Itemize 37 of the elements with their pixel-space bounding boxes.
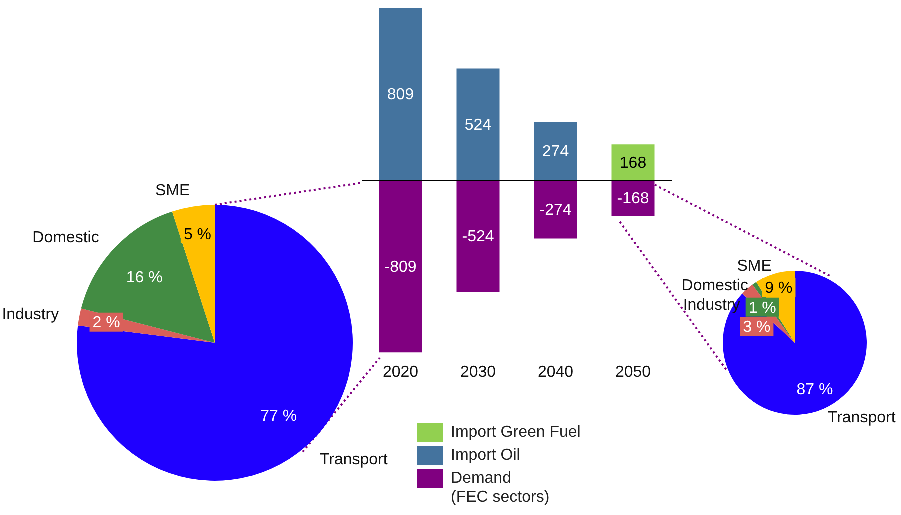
bar <box>534 122 578 180</box>
bar <box>456 180 500 292</box>
legend-label: Import Oil <box>451 446 520 465</box>
data-label: 5 % <box>184 226 212 244</box>
legend-label: Industry <box>2 306 60 324</box>
data-label: 1 % <box>748 300 776 317</box>
bar <box>379 180 422 353</box>
data-label: 77 % <box>260 408 298 425</box>
data-label: -168 <box>617 190 650 208</box>
data-label: 274 <box>542 144 570 161</box>
bar <box>612 144 655 180</box>
data-label: 524 <box>464 116 492 134</box>
x-tick-label: 2030 <box>460 364 496 381</box>
data-label: 87 % <box>796 382 834 399</box>
data-label: -809 <box>384 259 417 276</box>
bar <box>379 8 422 180</box>
data-label: 809 <box>387 86 414 104</box>
x-tick-label: 2020 <box>382 364 419 381</box>
data-label: -274 <box>540 202 572 219</box>
slice-label: Transport <box>828 409 896 426</box>
slice-label: Domestic <box>32 230 100 247</box>
x-tick-label: 2050 <box>615 364 652 381</box>
slice-label: SME <box>737 258 772 275</box>
data-label: 2 % <box>92 314 120 332</box>
bar <box>534 180 578 239</box>
slice-label: Transport <box>320 451 388 468</box>
data-label: 3 % <box>743 319 771 336</box>
slice-label: Domestic <box>682 278 748 295</box>
bar <box>456 68 500 180</box>
data-label: 16 % <box>126 269 163 286</box>
legend-label: Import Green Fuel <box>451 423 581 442</box>
legend-label: Demand (FEC sectors) <box>451 469 550 507</box>
x-tick-label: 2040 <box>538 364 574 381</box>
data-label: 168 <box>620 154 647 172</box>
slice-label: SME <box>156 182 190 200</box>
data-label: -524 <box>462 228 494 246</box>
data-label: 9 % <box>765 280 793 298</box>
